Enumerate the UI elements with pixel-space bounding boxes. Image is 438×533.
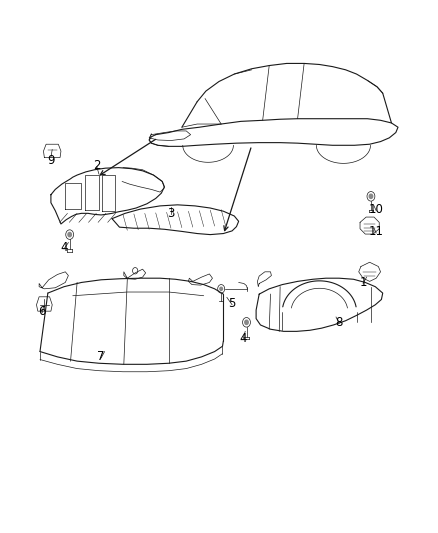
Text: 4: 4	[60, 241, 68, 254]
Text: 3: 3	[167, 207, 175, 220]
Text: 9: 9	[47, 154, 55, 167]
Text: 6: 6	[39, 305, 46, 318]
Text: 11: 11	[369, 225, 384, 238]
Text: 2: 2	[93, 159, 100, 172]
Text: 7: 7	[97, 350, 105, 364]
Text: 4: 4	[239, 332, 247, 345]
Text: 8: 8	[336, 316, 343, 329]
Circle shape	[220, 287, 223, 290]
Text: 1: 1	[359, 276, 367, 289]
Circle shape	[369, 194, 373, 198]
Circle shape	[68, 232, 71, 237]
Text: 5: 5	[228, 297, 236, 310]
Circle shape	[245, 320, 248, 325]
Text: 10: 10	[369, 203, 384, 216]
